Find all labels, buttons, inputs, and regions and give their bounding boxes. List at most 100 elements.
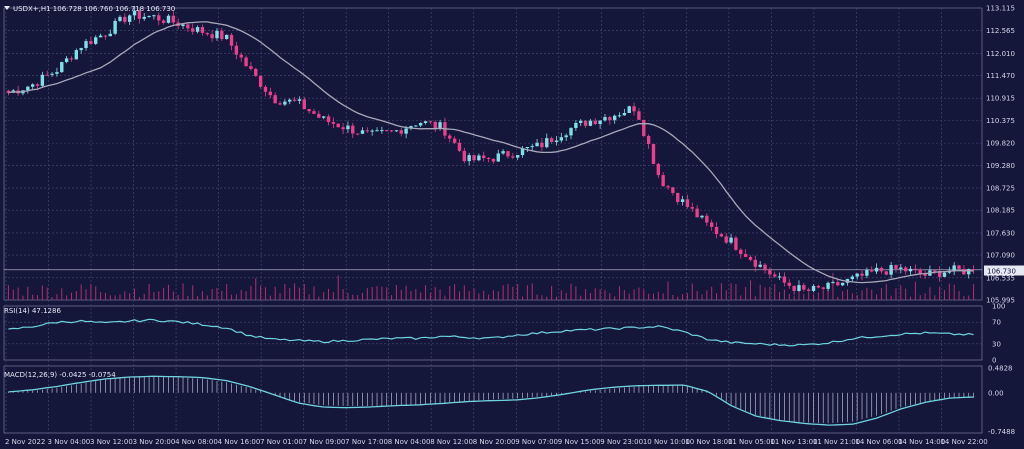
candle-body bbox=[700, 215, 704, 218]
candle-body bbox=[60, 62, 64, 73]
candle-body bbox=[777, 276, 782, 278]
candle-body bbox=[45, 74, 49, 76]
candle-body bbox=[501, 151, 505, 154]
candle-body bbox=[326, 116, 331, 123]
candle-body bbox=[763, 264, 767, 271]
candle-body bbox=[773, 274, 777, 277]
time-axis: 2 Nov 2022 3 Nov 04:00 3 Nov 12:00 3 Nov 20… bbox=[5, 438, 988, 446]
candle-body bbox=[593, 120, 597, 125]
candle-body bbox=[98, 35, 103, 38]
candle-body bbox=[482, 155, 486, 159]
chart-grid bbox=[3, 7, 983, 434]
candle-body bbox=[195, 27, 200, 32]
candle-body bbox=[622, 113, 627, 116]
candle-body bbox=[836, 282, 840, 286]
candle-body bbox=[428, 121, 433, 123]
menu-triangle-icon[interactable] bbox=[4, 6, 10, 10]
candle-body bbox=[850, 276, 855, 280]
price-tick-label: 113.115 bbox=[986, 5, 1015, 13]
candle-body bbox=[438, 122, 442, 129]
candle-body bbox=[399, 130, 403, 134]
candle-body bbox=[55, 72, 59, 74]
candle-body bbox=[234, 45, 239, 55]
candle-body bbox=[297, 99, 302, 101]
price-tick-label: 109.280 bbox=[986, 162, 1015, 170]
candle-body bbox=[210, 34, 214, 39]
candle-body bbox=[360, 130, 365, 134]
ma-line bbox=[8, 21, 974, 284]
time-tick-label: 14 Nov 14:00 bbox=[898, 438, 945, 446]
macd-tick-label: -0.7488 bbox=[988, 428, 1015, 436]
rsi-tick-label: 0 bbox=[992, 357, 996, 365]
candle-body bbox=[758, 264, 762, 267]
price-tick-label: 107.090 bbox=[986, 252, 1015, 260]
candle-body bbox=[831, 282, 835, 284]
price-tick-label: 107.630 bbox=[986, 229, 1015, 237]
macd-tick-label: 0.4828 bbox=[988, 364, 1013, 372]
candle-body bbox=[806, 289, 811, 291]
time-tick-label: 8 Nov 04:00 bbox=[388, 438, 431, 446]
candle-body bbox=[108, 33, 112, 37]
candle-body bbox=[215, 30, 219, 39]
candle-body bbox=[288, 99, 292, 102]
candle-body bbox=[123, 16, 127, 22]
candle-body bbox=[559, 137, 564, 141]
candle-body bbox=[103, 35, 108, 37]
candle-body bbox=[50, 73, 54, 75]
candle-body bbox=[89, 41, 93, 44]
candle-body bbox=[661, 175, 665, 187]
candle-body bbox=[574, 122, 578, 129]
candle-body bbox=[971, 269, 976, 271]
candle-body bbox=[147, 15, 151, 17]
macd-tick-label: 0.00 bbox=[988, 389, 1004, 397]
rsi-title: RSI(14) 47.1286 bbox=[4, 307, 61, 315]
panel-frame bbox=[3, 7, 983, 301]
candle-body bbox=[200, 27, 205, 33]
candle-body bbox=[588, 120, 593, 126]
candle-body bbox=[292, 99, 297, 101]
price-candles bbox=[6, 6, 976, 295]
price-tick-label: 112.565 bbox=[986, 27, 1015, 35]
candle-body bbox=[205, 32, 209, 35]
candle-body bbox=[336, 123, 340, 128]
candle-body bbox=[69, 58, 74, 60]
candle-body bbox=[855, 273, 859, 277]
candle-body bbox=[903, 267, 908, 272]
candle-body bbox=[942, 272, 947, 277]
candle-body bbox=[511, 156, 515, 158]
candle-body bbox=[171, 15, 176, 23]
candle-body bbox=[351, 125, 355, 134]
candle-body bbox=[258, 75, 263, 87]
candle-body bbox=[874, 267, 879, 272]
candle-body bbox=[957, 265, 961, 269]
candle-body bbox=[724, 236, 728, 243]
candle-body bbox=[739, 249, 743, 255]
candle-body bbox=[865, 269, 869, 276]
candle-body bbox=[671, 187, 675, 193]
price-tick-label: 105.995 bbox=[986, 297, 1015, 305]
candle-body bbox=[341, 127, 345, 130]
candle-body bbox=[491, 158, 496, 162]
candle-body bbox=[467, 155, 471, 162]
time-tick-label: 10 Nov 18:00 bbox=[685, 438, 732, 446]
candle-body bbox=[385, 130, 389, 132]
time-tick-label: 8 Nov 12:00 bbox=[430, 438, 473, 446]
candle-body bbox=[302, 99, 306, 110]
candle-body bbox=[879, 267, 884, 272]
candle-body bbox=[530, 146, 534, 148]
candle-body bbox=[918, 269, 922, 274]
time-tick-label: 2 Nov 2022 bbox=[5, 438, 45, 446]
candle-body bbox=[229, 34, 234, 46]
candle-body bbox=[132, 10, 137, 16]
time-tick-label: 11 Nov 13:00 bbox=[770, 438, 817, 446]
time-tick-label: 3 Nov 04:00 bbox=[48, 438, 91, 446]
candle-body bbox=[709, 222, 714, 227]
candle-body bbox=[651, 143, 656, 164]
candle-body bbox=[768, 270, 772, 275]
price-tick-label: 106.535 bbox=[986, 274, 1015, 282]
candle-body bbox=[656, 163, 661, 176]
candle-body bbox=[802, 285, 806, 290]
candle-body bbox=[894, 265, 898, 269]
time-tick-label: 9 Nov 23:00 bbox=[600, 438, 643, 446]
